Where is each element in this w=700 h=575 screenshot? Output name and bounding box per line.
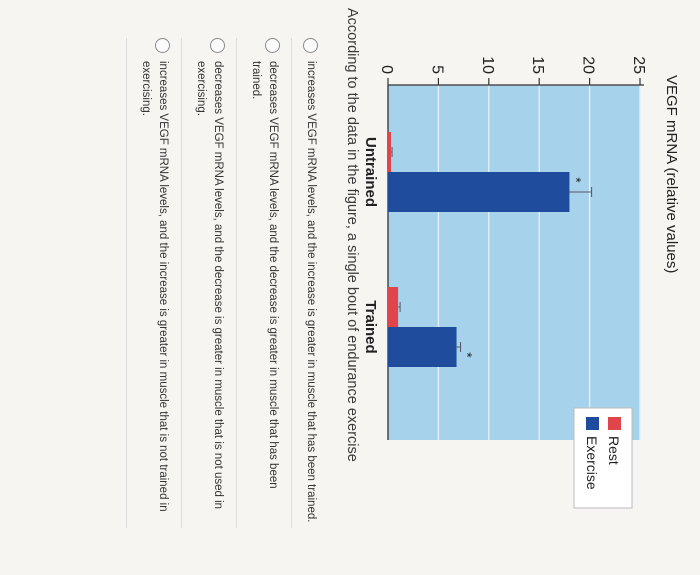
bar-trained-exercise (388, 327, 457, 367)
significance-marker-2: * (460, 352, 476, 358)
answer-option-4[interactable]: increases VEGF mRNA levels, and the incr… (126, 38, 177, 528)
y-tick-label-15: 15 (529, 56, 546, 74)
answer-option-1-text: increases VEGF mRNA levels, and the incr… (305, 61, 317, 523)
radio-button-4[interactable] (155, 38, 170, 53)
x-tick-label-trained: Trained (362, 300, 379, 353)
radio-button-2[interactable] (265, 38, 280, 53)
legend-swatch-rest (608, 417, 621, 430)
legend-label-exercise: Exercise (584, 436, 600, 490)
answer-option-3[interactable]: decreases VEGF mRNA levels, and the decr… (181, 38, 232, 528)
x-tick-label-untrained: Untrained (362, 137, 379, 207)
radio-button-3[interactable] (210, 38, 225, 53)
question-prompt: According to the data in the figure, a s… (344, 8, 360, 462)
significance-marker-1: * (569, 177, 585, 183)
answer-option-2-text: decreases VEGF mRNA levels, and the decr… (250, 61, 279, 489)
legend-label-rest: Rest (606, 436, 622, 465)
y-tick-label-20: 20 (580, 56, 597, 74)
answer-option-1[interactable]: increases VEGF mRNA levels, and the incr… (291, 38, 325, 528)
bar-untrained-exercise (388, 172, 570, 212)
answer-option-3-text: decreases VEGF mRNA levels, and the decr… (195, 61, 224, 510)
answer-option-4-text: increases VEGF mRNA levels, and the incr… (140, 61, 169, 512)
radio-button-1[interactable] (303, 38, 318, 53)
legend-box (573, 407, 633, 509)
y-tick-label-0: 0 (378, 65, 395, 74)
y-tick-label-10: 10 (479, 56, 496, 74)
answer-option-2[interactable]: decreases VEGF mRNA levels, and the decr… (236, 38, 287, 528)
legend-swatch-exercise (586, 417, 599, 430)
plot-background (388, 85, 640, 440)
bar-untrained-rest (387, 132, 392, 172)
y-axis-label: VEGF mRNA (relative values) (663, 75, 680, 273)
answer-options: increases VEGF mRNA levels, and the incr… (122, 38, 325, 528)
bar-trained-rest (387, 287, 399, 327)
y-tick-label-25: 25 (630, 56, 647, 74)
y-tick-label-5: 5 (428, 65, 445, 74)
